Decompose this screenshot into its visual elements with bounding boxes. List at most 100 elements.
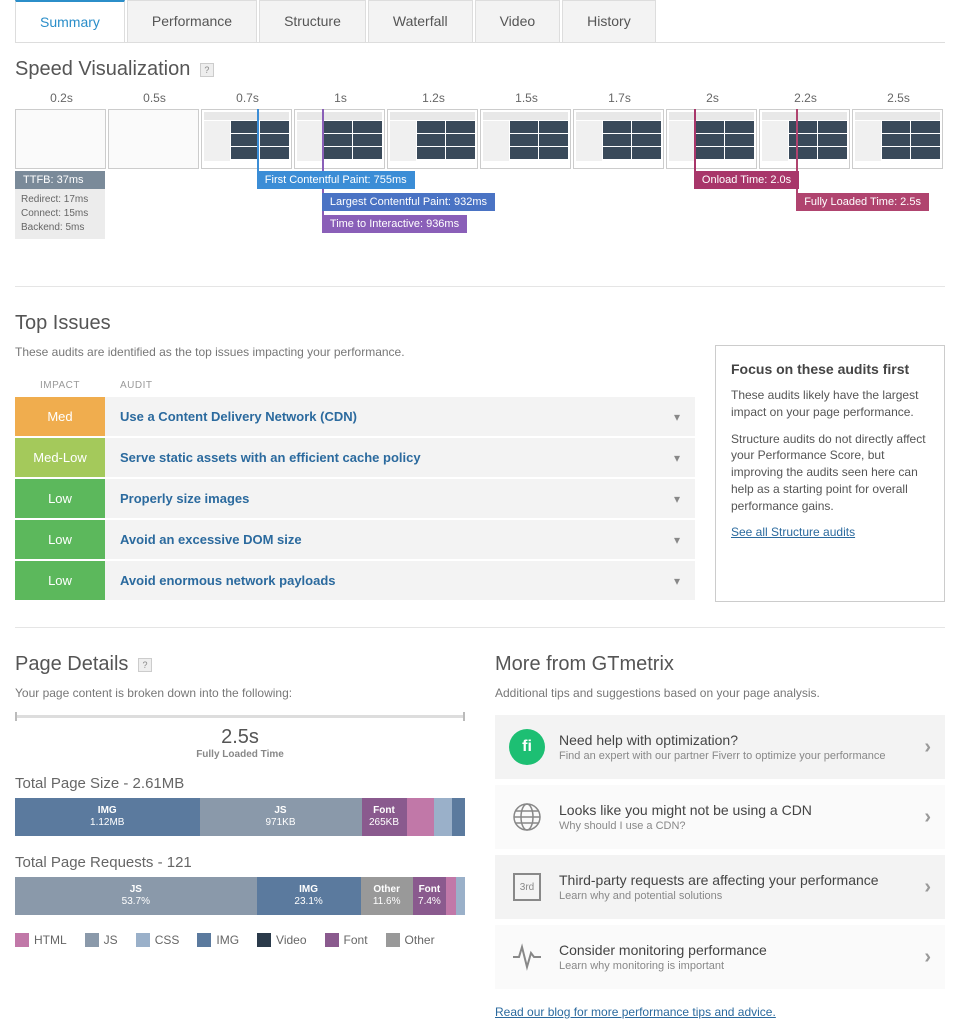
ttfb-box: TTFB: 37ms Redirect: 17ms Connect: 15ms … bbox=[15, 171, 105, 239]
issue-header: IMPACT AUDIT bbox=[15, 374, 695, 397]
audit-link[interactable]: Properly size images bbox=[120, 491, 249, 506]
audit-link[interactable]: Use a Content Delivery Network (CDN) bbox=[120, 409, 357, 424]
bar-segment bbox=[456, 877, 465, 915]
chevron-down-icon[interactable]: ▾ bbox=[674, 574, 680, 588]
tip-title: Looks like you might not be using a CDN bbox=[559, 802, 910, 818]
bottom-row: Page Details ? Your page content is brok… bbox=[0, 638, 960, 1034]
timing-badge: First Contentful Paint: 755ms bbox=[257, 171, 415, 189]
filmstrip-frame bbox=[15, 109, 106, 169]
filmstrip-frame bbox=[201, 109, 292, 169]
page-details-title-text: Page Details bbox=[15, 653, 128, 675]
timing-badge: Time to Interactive: 936ms bbox=[322, 215, 467, 233]
top-issues-section: Top Issues bbox=[0, 297, 960, 335]
chevron-down-icon[interactable]: ▾ bbox=[674, 533, 680, 547]
timeline-label: 2.2s bbox=[759, 91, 852, 105]
timeline-label: 1s bbox=[294, 91, 387, 105]
tip-sub: Why should I use a CDN? bbox=[559, 820, 910, 832]
filmstrip-frame bbox=[573, 109, 664, 169]
legend-swatch bbox=[386, 933, 400, 947]
bar-segment: IMG23.1% bbox=[257, 877, 361, 915]
issues-wrap: These audits are identified as the top i… bbox=[0, 345, 960, 617]
bar-segment bbox=[407, 798, 434, 836]
filmstrip-frame bbox=[480, 109, 571, 169]
issue-row[interactable]: LowAvoid an excessive DOM size▾ bbox=[15, 520, 695, 559]
top-issues-title: Top Issues bbox=[15, 312, 945, 335]
issue-row[interactable]: Med Use a Content Delivery Network (CDN) ▾ bbox=[15, 397, 695, 436]
audit-cell: Avoid enormous network payloads ▾ bbox=[105, 561, 695, 600]
audit-link[interactable]: Avoid enormous network payloads bbox=[120, 573, 336, 588]
bar-segment: Font265KB bbox=[362, 798, 407, 836]
tab-video[interactable]: Video bbox=[475, 0, 561, 42]
tip-row[interactable]: 3rdThird-party requests are affecting yo… bbox=[495, 855, 945, 919]
focus-p2: Structure audits do not directly affect … bbox=[731, 431, 929, 515]
tip-row[interactable]: Looks like you might not be using a CDN W… bbox=[495, 785, 945, 849]
tip-title: Third-party requests are affecting your … bbox=[559, 872, 910, 888]
more-title: More from GTmetrix bbox=[495, 653, 945, 676]
chevron-down-icon[interactable]: ▾ bbox=[674, 451, 680, 465]
speed-visualization-section: Speed Visualization ? 0.2s0.5s0.7s1s1.2s… bbox=[0, 43, 960, 276]
chevron-right-icon: › bbox=[924, 806, 931, 829]
tip-text: Need help with optimization?Find an expe… bbox=[559, 732, 910, 762]
ttfb-backend: Backend: 5ms bbox=[21, 221, 99, 235]
focus-link[interactable]: See all Structure audits bbox=[731, 525, 855, 539]
tip-text: Looks like you might not be using a CDN W… bbox=[559, 802, 910, 832]
tab-waterfall[interactable]: Waterfall bbox=[368, 0, 473, 42]
fully-loaded: 2.5s Fully Loaded Time bbox=[15, 715, 465, 760]
impact-badge: Med bbox=[15, 397, 105, 436]
fully-loaded-value: 2.5s bbox=[15, 726, 465, 749]
ttfb-details: Redirect: 17ms Connect: 15ms Backend: 5m… bbox=[15, 189, 105, 239]
legend-item: Video bbox=[257, 933, 306, 947]
page-details-sub: Your page content is broken down into th… bbox=[15, 686, 465, 700]
issue-row[interactable]: Med-LowServe static assets with an effic… bbox=[15, 438, 695, 477]
help-icon[interactable]: ? bbox=[200, 63, 214, 77]
tip-row[interactable]: fi Need help with optimization?Find an ex… bbox=[495, 715, 945, 779]
chevron-right-icon: › bbox=[924, 946, 931, 969]
audit-link[interactable]: Serve static assets with an efficient ca… bbox=[120, 450, 421, 465]
tip-text: Third-party requests are affecting your … bbox=[559, 872, 910, 902]
issues-subtitle: These audits are identified as the top i… bbox=[15, 345, 695, 359]
focus-box: Focus on these audits first These audits… bbox=[715, 345, 945, 602]
tab-performance[interactable]: Performance bbox=[127, 0, 257, 42]
focus-p1: These audits likely have the largest imp… bbox=[731, 387, 929, 421]
issues-list: These audits are identified as the top i… bbox=[15, 345, 695, 602]
bar-segment: JS53.7% bbox=[15, 877, 257, 915]
timing-badge: Fully Loaded Time: 2.5s bbox=[796, 193, 929, 211]
tab-history[interactable]: History bbox=[562, 0, 656, 42]
blog-link[interactable]: Read our blog for more performance tips … bbox=[495, 1005, 776, 1019]
fiverr-icon: fi bbox=[509, 729, 545, 765]
bar-segment bbox=[434, 798, 452, 836]
timing-badge: Onload Time: 2.0s bbox=[694, 171, 799, 189]
legend-item: Font bbox=[325, 933, 368, 947]
bar-segment: JS971KB bbox=[200, 798, 362, 836]
impact-header: IMPACT bbox=[15, 380, 105, 391]
filmstrip-frame bbox=[294, 109, 385, 169]
legend-item: CSS bbox=[136, 933, 180, 947]
audit-cell: Use a Content Delivery Network (CDN) ▾ bbox=[105, 397, 695, 436]
tip-row[interactable]: Consider monitoring performanceLearn why… bbox=[495, 925, 945, 989]
ttfb-badge: TTFB: 37ms bbox=[15, 171, 105, 189]
help-icon[interactable]: ? bbox=[138, 658, 152, 672]
timeline-label: 0.5s bbox=[108, 91, 201, 105]
tip-title: Need help with optimization? bbox=[559, 732, 910, 748]
chevron-down-icon[interactable]: ▾ bbox=[674, 410, 680, 424]
filmstrip bbox=[15, 109, 945, 169]
bar-segment: IMG1.12MB bbox=[15, 798, 200, 836]
audit-header: AUDIT bbox=[105, 380, 153, 391]
issue-row[interactable]: LowProperly size images▾ bbox=[15, 479, 695, 518]
legend-swatch bbox=[257, 933, 271, 947]
timeline-labels: 0.2s0.5s0.7s1s1.2s1.5s1.7s2s2.2s2.5s bbox=[15, 91, 945, 105]
audit-link[interactable]: Avoid an excessive DOM size bbox=[120, 532, 302, 547]
tab-structure[interactable]: Structure bbox=[259, 0, 366, 42]
globe-icon bbox=[509, 799, 545, 835]
legend-swatch bbox=[325, 933, 339, 947]
filmstrip-frame bbox=[852, 109, 943, 169]
tab-summary[interactable]: Summary bbox=[15, 0, 125, 42]
filmstrip-wrap: TTFB: 37ms Redirect: 17ms Connect: 15ms … bbox=[15, 109, 945, 261]
tabs: SummaryPerformanceStructureWaterfallVide… bbox=[15, 0, 945, 43]
timeline-label: 1.7s bbox=[573, 91, 666, 105]
filmstrip-frame bbox=[759, 109, 850, 169]
chevron-right-icon: › bbox=[924, 736, 931, 759]
chevron-down-icon[interactable]: ▾ bbox=[674, 492, 680, 506]
legend-item: Other bbox=[386, 933, 435, 947]
issue-row[interactable]: LowAvoid enormous network payloads▾ bbox=[15, 561, 695, 600]
